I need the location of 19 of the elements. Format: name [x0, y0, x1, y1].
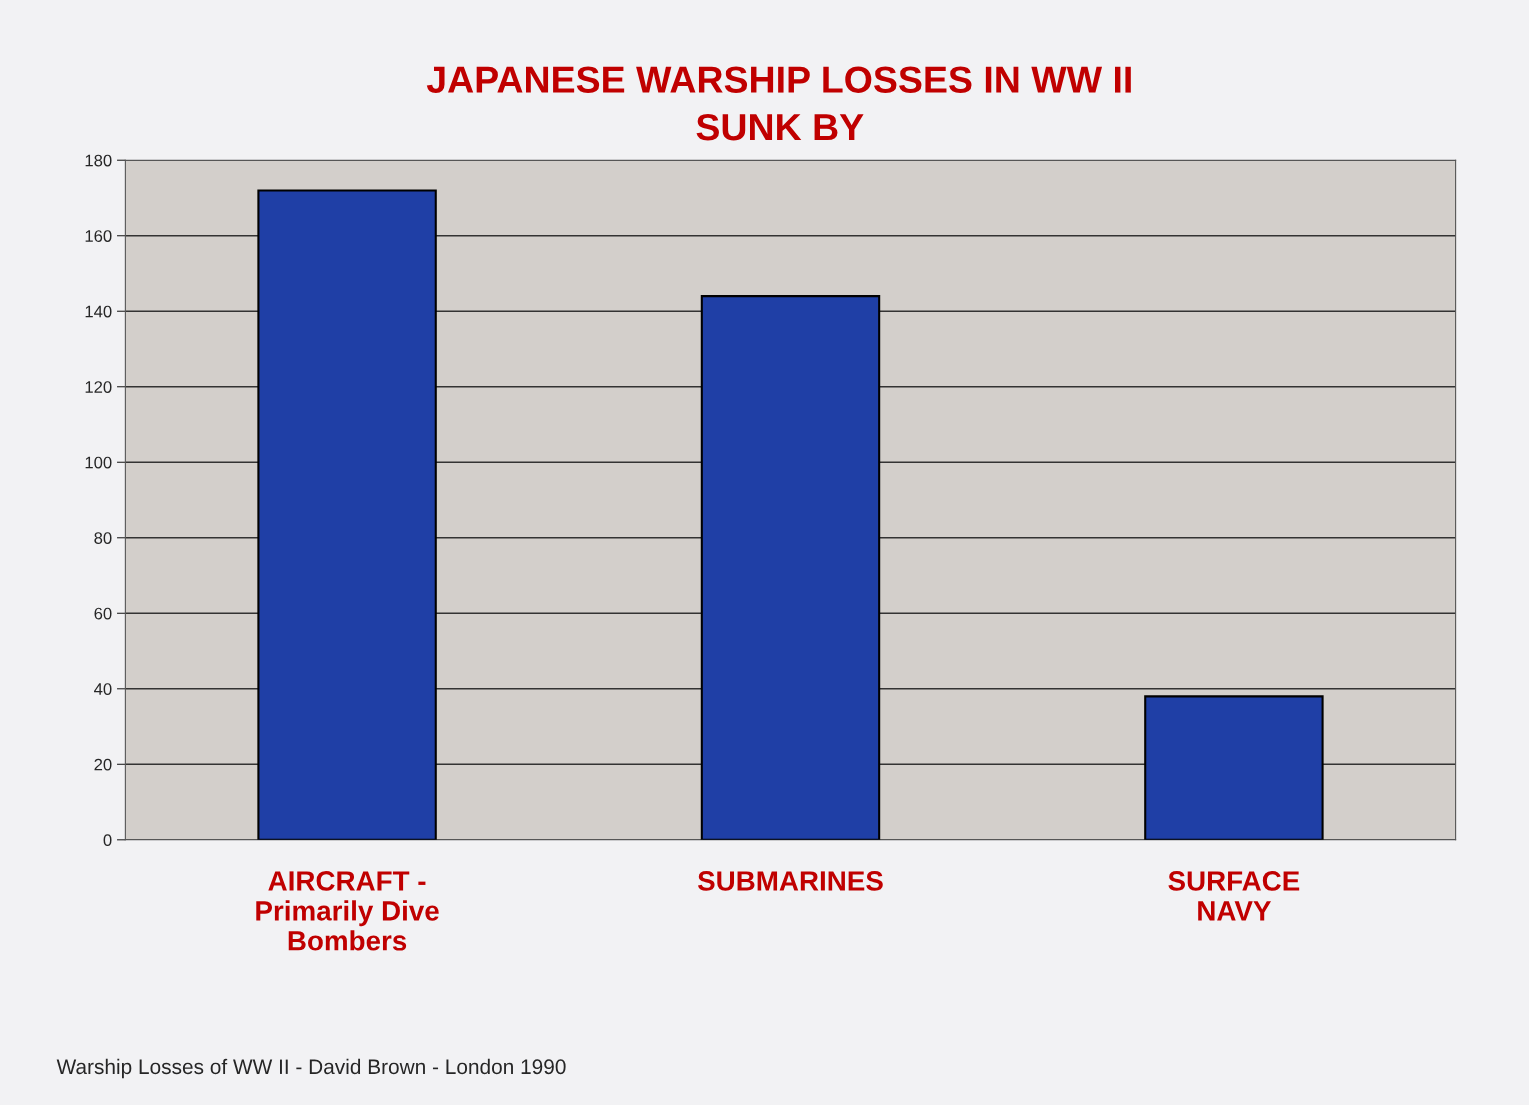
x-tick-label: SURFACE NAVY	[1168, 871, 1300, 921]
y-tick-label: 20	[94, 758, 112, 771]
y-tick-label: 160	[85, 230, 112, 242]
bar	[1144, 695, 1324, 840]
y-tick-label: 100	[85, 456, 112, 469]
x-tick-label: AIRCRAFT - Primarily Dive Bombers	[256, 871, 439, 951]
text: Warship Losses of WW II - David Brown - London 1990	[56, 1058, 566, 1079]
bar	[257, 189, 437, 840]
x-tick-label: SUBMARINES	[697, 871, 883, 891]
y-tick-label: 80	[94, 532, 112, 544]
chart-title: JAPANESE WARSHIP LOSSES IN WW II	[426, 66, 1131, 93]
y-tick-label: 140	[85, 305, 112, 318]
y-tick-label: 180	[85, 154, 112, 167]
y-tick-label: 60	[94, 607, 112, 620]
y-tick-label: 120	[85, 381, 112, 393]
y-tick-label: 40	[94, 683, 112, 695]
y-tick-label: 0	[103, 834, 112, 846]
bar	[700, 295, 881, 840]
chart-subtitle: SUNK BY	[696, 113, 864, 141]
